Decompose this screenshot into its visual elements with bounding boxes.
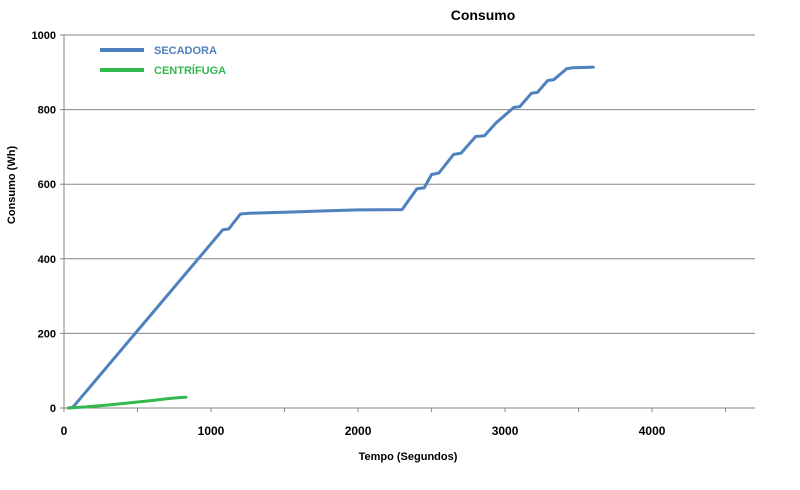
legend: SECADORA CENTRÍFUGA <box>100 45 226 77</box>
y-tick-label: 600 <box>38 179 56 191</box>
y-tick-label: 1000 <box>32 30 56 42</box>
series <box>66 65 595 410</box>
x-axis-ticks: 0 1000 2000 3000 4000 <box>61 408 727 438</box>
legend-label: SECADORA <box>154 45 217 57</box>
series-line-centrífuga <box>66 395 188 410</box>
axes <box>63 35 755 409</box>
y-tick-label: 200 <box>38 328 56 340</box>
legend-label: CENTRÍFUGA <box>154 64 226 77</box>
gridlines <box>64 34 755 334</box>
x-tick-label: 3000 <box>492 424 519 438</box>
y-axis-ticks: 0 200 400 600 800 1000 <box>32 30 64 415</box>
chart-title: Consumo <box>451 7 516 23</box>
x-tick-label: 1000 <box>198 424 225 438</box>
x-tick-label: 4000 <box>639 424 666 438</box>
x-axis-label: Tempo (Segundos) <box>359 451 458 463</box>
y-tick-label: 0 <box>50 403 56 415</box>
y-axis-label: Consumo (Wh) <box>6 146 18 225</box>
series-line-secadora <box>66 65 595 410</box>
y-tick-label: 400 <box>38 254 56 266</box>
x-tick-label: 0 <box>61 424 68 438</box>
x-tick-label: 2000 <box>345 424 372 438</box>
y-tick-label: 800 <box>38 105 56 117</box>
